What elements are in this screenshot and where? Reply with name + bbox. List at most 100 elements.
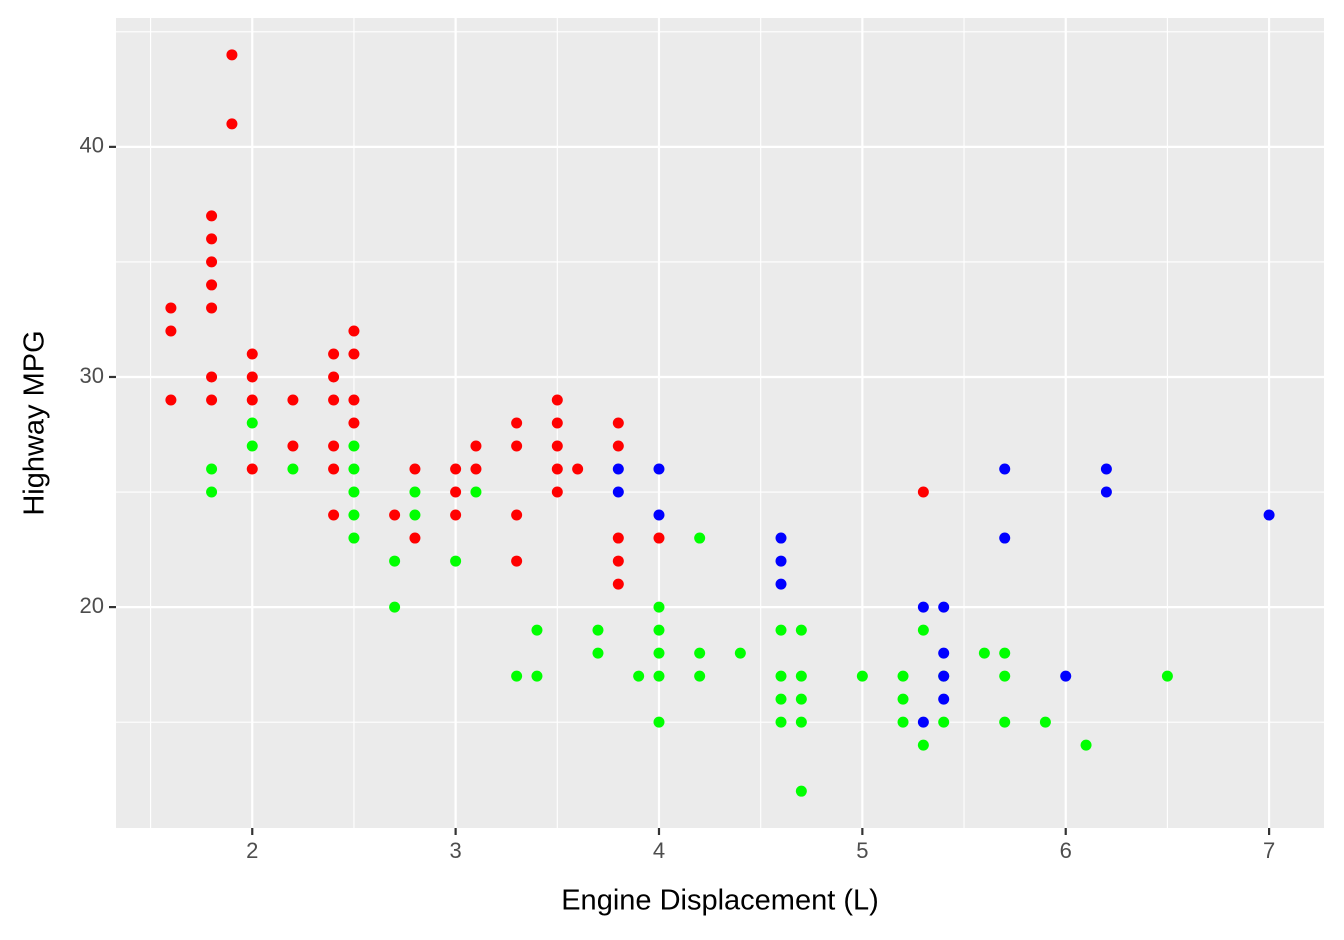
point <box>917 601 929 613</box>
point <box>389 601 401 613</box>
point <box>1060 670 1072 682</box>
point <box>653 647 665 659</box>
point <box>1039 716 1051 728</box>
point <box>165 394 177 406</box>
point <box>551 440 563 452</box>
point <box>470 463 482 475</box>
point <box>348 463 360 475</box>
point <box>775 693 787 705</box>
point <box>470 440 482 452</box>
point <box>328 463 340 475</box>
point <box>938 670 950 682</box>
point <box>450 486 462 498</box>
point <box>226 49 238 61</box>
y-tick-label: 30 <box>80 363 104 388</box>
point <box>612 486 624 498</box>
point <box>734 647 746 659</box>
point <box>246 394 258 406</box>
point <box>409 463 421 475</box>
point <box>328 440 340 452</box>
point <box>511 670 523 682</box>
point <box>694 647 706 659</box>
point <box>531 624 543 636</box>
point <box>511 509 523 521</box>
point <box>450 555 462 567</box>
point <box>551 394 563 406</box>
point <box>470 486 482 498</box>
point <box>450 509 462 521</box>
point <box>592 624 604 636</box>
point <box>511 440 523 452</box>
point <box>897 670 909 682</box>
point <box>206 302 218 314</box>
x-tick-label: 6 <box>1060 838 1072 863</box>
point <box>165 302 177 314</box>
point <box>348 325 360 337</box>
x-tick-label: 3 <box>449 838 461 863</box>
point <box>287 394 299 406</box>
point <box>653 532 665 544</box>
point <box>694 532 706 544</box>
point <box>531 670 543 682</box>
point <box>328 371 340 383</box>
point <box>572 463 584 475</box>
point <box>246 348 258 360</box>
point <box>653 716 665 728</box>
point <box>775 670 787 682</box>
x-tick-label: 7 <box>1263 838 1275 863</box>
point <box>653 624 665 636</box>
point <box>775 716 787 728</box>
point <box>246 463 258 475</box>
point <box>633 670 645 682</box>
point <box>328 348 340 360</box>
point <box>206 256 218 268</box>
point <box>348 417 360 429</box>
x-tick-label: 4 <box>653 838 665 863</box>
point <box>938 716 950 728</box>
point <box>999 647 1011 659</box>
point <box>775 555 787 567</box>
point <box>897 716 909 728</box>
point <box>246 417 258 429</box>
point <box>389 555 401 567</box>
point <box>206 279 218 291</box>
point <box>592 647 604 659</box>
panel <box>116 18 1324 828</box>
point <box>978 647 990 659</box>
y-tick-label: 40 <box>80 133 104 158</box>
point <box>348 440 360 452</box>
point <box>551 463 563 475</box>
x-tick-label: 5 <box>856 838 868 863</box>
y-tick-label: 20 <box>80 593 104 618</box>
point <box>1100 463 1112 475</box>
y-axis-title: Highway MPG <box>19 330 51 515</box>
point <box>694 670 706 682</box>
point <box>653 463 665 475</box>
point <box>897 693 909 705</box>
point <box>795 785 807 797</box>
point <box>612 555 624 567</box>
point <box>612 532 624 544</box>
point <box>206 486 218 498</box>
point <box>999 716 1011 728</box>
point <box>246 371 258 383</box>
point <box>206 210 218 222</box>
point <box>287 463 299 475</box>
point <box>612 440 624 452</box>
point <box>1080 739 1092 751</box>
point <box>165 325 177 337</box>
point <box>917 716 929 728</box>
point <box>653 601 665 613</box>
point <box>328 509 340 521</box>
point <box>795 716 807 728</box>
point <box>409 509 421 521</box>
point <box>389 509 401 521</box>
point <box>409 532 421 544</box>
point <box>938 647 950 659</box>
point <box>206 463 218 475</box>
x-tick-label: 2 <box>246 838 258 863</box>
point <box>775 624 787 636</box>
point <box>206 394 218 406</box>
point <box>348 348 360 360</box>
